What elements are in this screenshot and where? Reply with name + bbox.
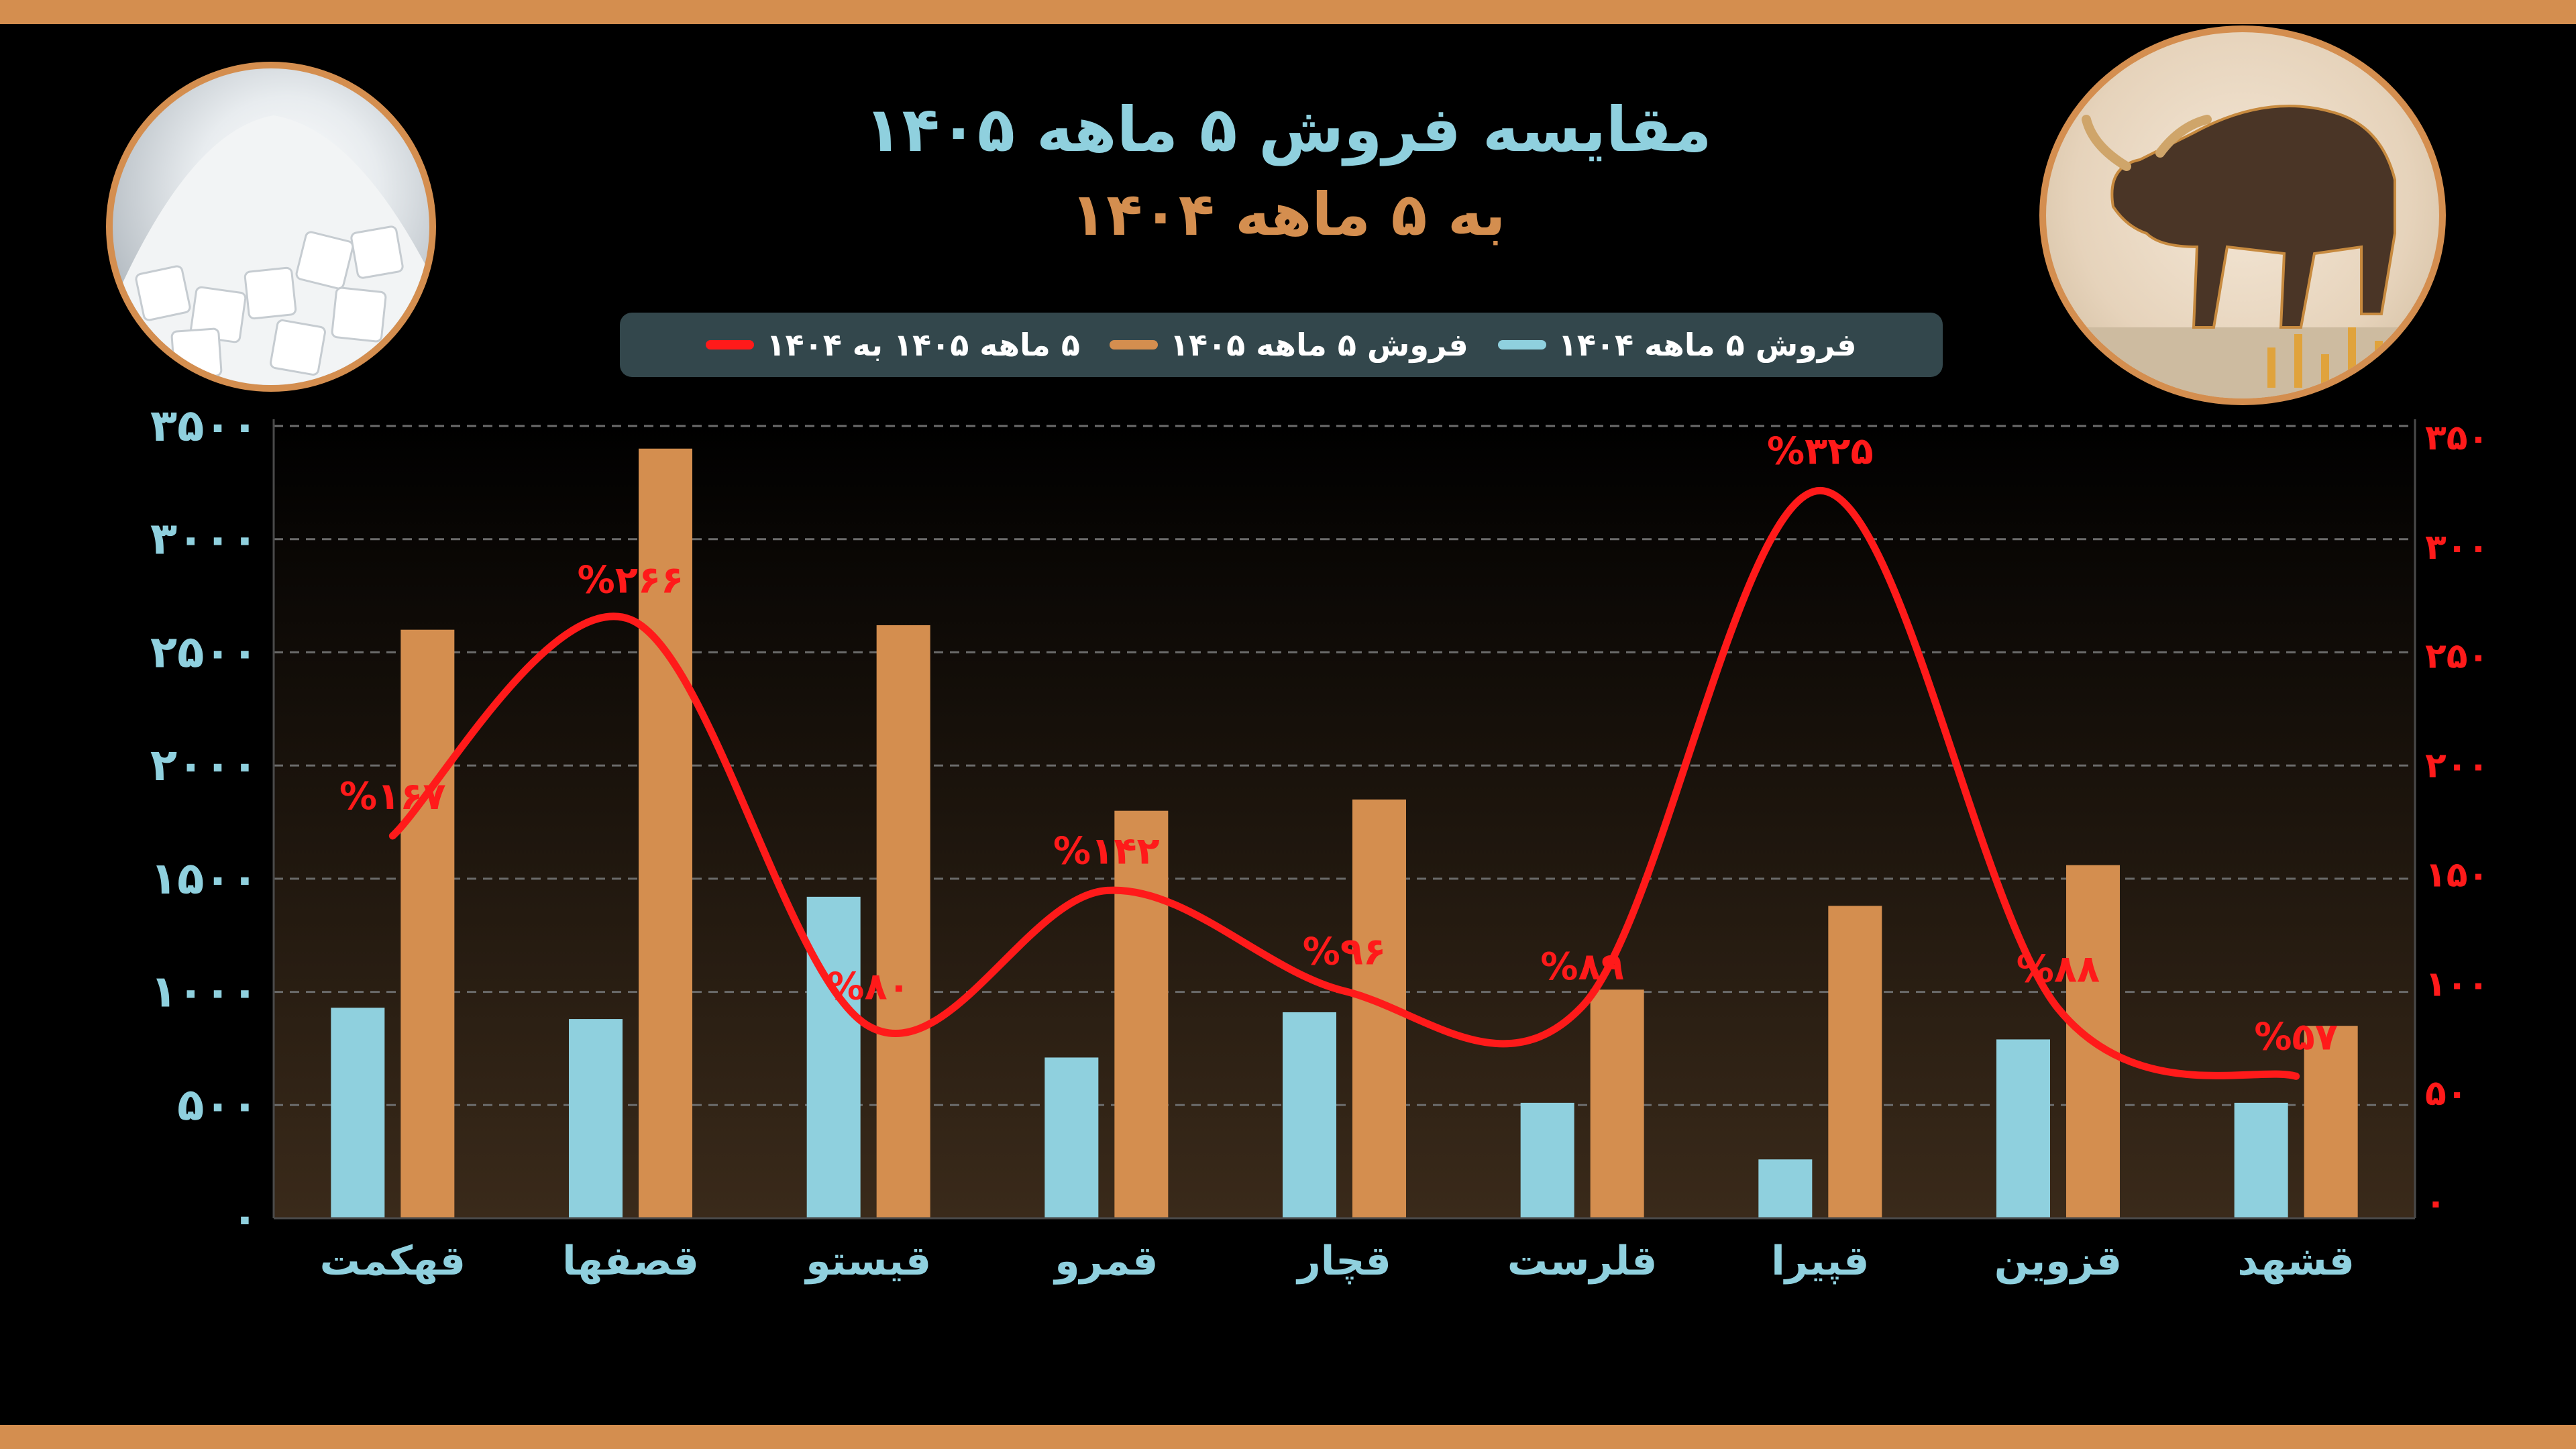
bar-sales-1405 (1828, 906, 1882, 1218)
x-tick-label: قزوین (1994, 1238, 2122, 1285)
y-left-tick-label: ۱۰۰۰ (150, 966, 258, 1018)
bar-sales-1404 (331, 1008, 385, 1218)
bar-sales-1404 (1283, 1012, 1336, 1218)
legend-label-sales-1404: فروش ۵ ماهه ۱۴۰۴ (1558, 327, 1857, 363)
bottom-accent-band (0, 1425, 2576, 1449)
x-tick-label: قصفها (562, 1238, 699, 1285)
bar-sales-1404 (1758, 1159, 1813, 1218)
y-right-tick-label: ۰ (2425, 1183, 2447, 1223)
y-right-tick-label: ۳۵۰ (2425, 418, 2489, 458)
legend-item-sales-1404: فروش ۵ ماهه ۱۴۰۴ (1497, 327, 1857, 363)
x-tick-label: قمرو (1053, 1238, 1158, 1285)
bar-sales-1405 (1590, 989, 1644, 1218)
ratio-data-label: %۱۶۷ (339, 775, 446, 818)
y-right-tick-label: ۱۵۰ (2425, 855, 2489, 895)
y-right-tick-label: ۱۰۰ (2425, 964, 2489, 1004)
y-left-tick-label: ۳۵۰۰ (150, 400, 258, 451)
y-left-tick-label: ۲۰۰۰ (150, 739, 258, 791)
bar-sales-1404 (1996, 1039, 2050, 1218)
ratio-data-label: %۵۷ (2254, 1015, 2337, 1059)
ratio-data-label: %۳۲۵ (1767, 429, 1874, 473)
bar-sales-1405 (639, 448, 692, 1218)
y-left-tick-label: ۵۰۰ (177, 1079, 258, 1130)
y-left-tick-label: ۰ (231, 1192, 258, 1244)
legend-swatch-ratio (706, 340, 755, 350)
chart-title-line1: مقایسه فروش ۵ ماهه ۱۴۰۵ (864, 94, 1712, 166)
sugar-photo (106, 62, 436, 392)
x-tick-label: قلرست (1507, 1238, 1658, 1285)
chart-title-line2: به ۵ ماهه ۱۴۰۴ (1070, 180, 1506, 249)
y-left-tick-label: ۳۰۰۰ (150, 513, 258, 565)
x-tick-label: قچار (1295, 1238, 1391, 1285)
ratio-data-label: %۸۸ (2017, 947, 2100, 991)
bar-sales-1404 (806, 896, 861, 1218)
bar-sales-1405 (2304, 1026, 2358, 1218)
legend-swatch-sales-1404 (1497, 340, 1546, 350)
y-right-tick-label: ۲۵۰ (2425, 637, 2489, 677)
ratio-data-label: %۸۹ (1540, 945, 1623, 989)
bar-sales-1404 (1044, 1057, 1099, 1218)
legend-item-sales-1405: فروش ۵ ماهه ۱۴۰۵ (1109, 327, 1468, 363)
bar-sales-1405 (400, 629, 455, 1218)
sugar-cubes-image (113, 115, 428, 385)
legend-swatch-sales-1405 (1109, 340, 1158, 350)
legend-label-ratio: ۵ ماهه ۱۴۰۵ به ۱۴۰۴ (766, 327, 1080, 363)
axes: ۰ ۵۰۰ ۱۰۰۰ ۱۵۰۰ ۲۰۰۰ ۲۵۰۰ ۳۰۰۰ ۳۵۰۰ ۰ ۵۰ ۱۰۰ ۱۵۰ ۲۰۰… (150, 400, 2489, 1285)
bars (331, 448, 2358, 1218)
bar-sales-1404 (2234, 1102, 2288, 1218)
x-tick-label: قشهد (2237, 1238, 2355, 1285)
ratio-line (388, 486, 2300, 1080)
bar-sales-1404 (569, 1019, 623, 1218)
data-labels: %۱۶۷ %۲۶۶ %۸۰ %۱۴۲ %۹۶ %۸۹ %۳۲۵ %۸۸ %۵۷ (339, 429, 2338, 1059)
bar-sales-1405 (876, 625, 930, 1218)
legend: ۵ ماهه ۱۴۰۵ به ۱۴۰۴ فروش ۵ ماهه ۱۴۰۵ فرو… (620, 313, 1943, 377)
ratio-data-label: %۱۴۲ (1053, 829, 1160, 873)
y-right-tick-label: ۵۰ (2425, 1073, 2467, 1114)
ratio-data-label: %۹۶ (1303, 930, 1386, 973)
bar-sales-1404 (1520, 1102, 1574, 1218)
ratio-data-label: %۲۶۶ (578, 559, 684, 602)
legend-item-ratio: ۵ ماهه ۱۴۰۵ به ۱۴۰۴ (706, 327, 1080, 363)
x-tick-label: قپیرا (1771, 1238, 1869, 1285)
bar-sales-1405 (1114, 810, 1169, 1218)
legend-label-sales-1405: فروش ۵ ماهه ۱۴۰۵ (1169, 327, 1468, 363)
ratio-line-path (388, 486, 2300, 1080)
y-right-tick-label: ۲۰۰ (2425, 746, 2489, 786)
y-left-tick-label: ۲۵۰۰ (150, 626, 258, 678)
y-left-tick-label: ۱۵۰۰ (150, 853, 258, 904)
y-right-tick-label: ۳۰۰ (2425, 527, 2489, 568)
plot-background (274, 423, 2415, 1218)
x-tick-label: قهکمت (320, 1238, 466, 1285)
x-tick-label: قیستو (804, 1238, 931, 1285)
top-accent-band (0, 0, 2576, 24)
ratio-data-label: %۸۰ (826, 965, 910, 1008)
